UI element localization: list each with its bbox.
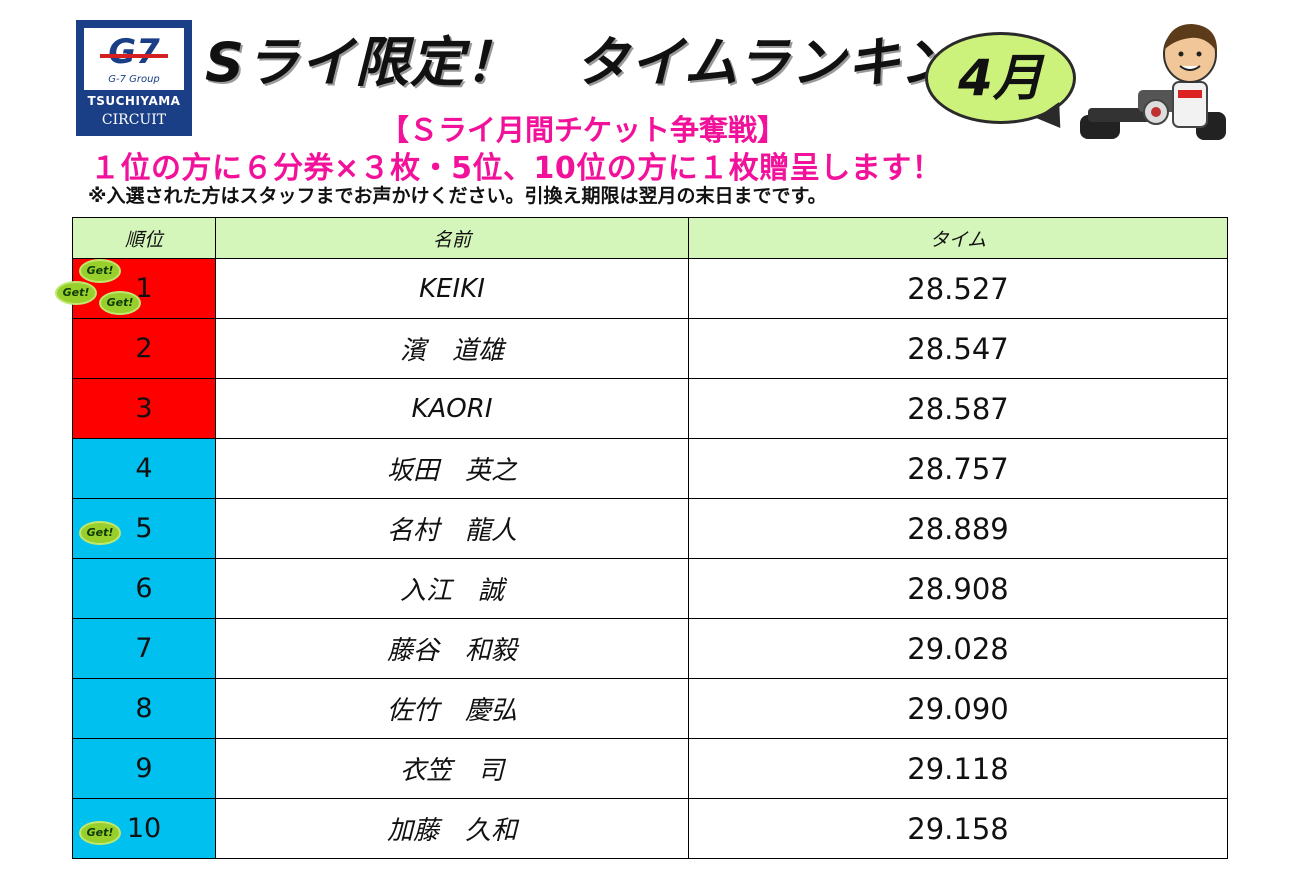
name-cell: KEIKI bbox=[215, 258, 689, 319]
rank-cell: 10 Get! bbox=[72, 798, 216, 859]
name-cell: 藤谷 和毅 bbox=[215, 618, 689, 679]
name-cell: 坂田 英之 bbox=[215, 438, 689, 499]
table-row: 6 入江 誠 28.908 bbox=[72, 558, 1228, 619]
rank-cell: 9 bbox=[72, 738, 216, 799]
table-header-row: 順位 名前 タイム bbox=[72, 217, 1228, 259]
rank-number: 10 bbox=[126, 813, 162, 844]
table-row: 3 KAORI 28.587 bbox=[72, 378, 1228, 439]
logo-group: G-7 Group bbox=[108, 74, 160, 85]
table-row: 4 坂田 英之 28.757 bbox=[72, 438, 1228, 499]
table-row: 2 濱 道雄 28.547 bbox=[72, 318, 1228, 379]
name-cell: 佐竹 慶弘 bbox=[215, 678, 689, 739]
circuit-logo: G7 G-7 Group TSUCHIYAMA CIRCUIT bbox=[76, 20, 192, 136]
name-cell: 入江 誠 bbox=[215, 558, 689, 619]
name-cell: KAORI bbox=[215, 378, 689, 439]
time-cell: 29.118 bbox=[688, 738, 1228, 799]
get-badge: Get! bbox=[57, 283, 95, 303]
name-cell: 濱 道雄 bbox=[215, 318, 689, 379]
get-badge: Get! bbox=[101, 293, 139, 313]
rank-number: 2 bbox=[135, 333, 153, 364]
get-badge: Get! bbox=[81, 261, 119, 281]
time-cell: 28.527 bbox=[688, 258, 1228, 319]
time-cell: 29.090 bbox=[688, 678, 1228, 739]
get-badge: Get! bbox=[81, 523, 119, 543]
rank-cell: 4 bbox=[72, 438, 216, 499]
name-cell: 名村 龍人 bbox=[215, 498, 689, 559]
time-cell: 28.757 bbox=[688, 438, 1228, 499]
time-cell: 29.028 bbox=[688, 618, 1228, 679]
page-title: Sライ限定！ タイムランキング bbox=[205, 31, 1010, 94]
logo-name: TSUCHIYAMA bbox=[87, 94, 181, 108]
rank-number: 4 bbox=[135, 453, 153, 484]
rank-cell: 5 Get! bbox=[72, 498, 216, 559]
note-text: ※入選された方はスタッフまでお声かけください。引換え期限は翌月の末日までです。 bbox=[88, 185, 827, 207]
time-cell: 29.158 bbox=[688, 798, 1228, 859]
subtitle: 【Ｓライ月間チケット争奪戦】 bbox=[380, 113, 787, 147]
rank-cell: 8 bbox=[72, 678, 216, 739]
month-bubble: 4月 bbox=[925, 32, 1076, 124]
table-row: 8 佐竹 慶弘 29.090 bbox=[72, 678, 1228, 739]
header-time: タイム bbox=[688, 217, 1228, 259]
table-row: 5 Get! 名村 龍人 28.889 bbox=[72, 498, 1228, 559]
logo-sub: CIRCUIT bbox=[101, 112, 167, 128]
name-cell: 衣笠 司 bbox=[215, 738, 689, 799]
ranking-table: 順位 名前 タイム 1 Get! Get! Get! KEIKI 28.527 2 濱 道雄 2… bbox=[57, 217, 1228, 859]
logo-stripe bbox=[100, 54, 168, 58]
rank-number: 3 bbox=[135, 393, 153, 424]
time-cell: 28.889 bbox=[688, 498, 1228, 559]
header-rank: 順位 bbox=[72, 217, 216, 259]
table-row: 7 藤谷 和毅 29.028 bbox=[72, 618, 1228, 679]
header-name: 名前 bbox=[215, 217, 689, 259]
rank-number: 1 bbox=[135, 273, 153, 304]
get-badge: Get! bbox=[81, 823, 119, 843]
rank-number: 5 bbox=[135, 513, 153, 544]
prize-text: １位の方に６分券×３枚・5位、10位の方に１枚贈呈します！ bbox=[90, 151, 943, 186]
ranking-rows: 1 Get! Get! Get! KEIKI 28.527 2 濱 道雄 28.547 3 KAOR… bbox=[57, 258, 1228, 859]
table-row: 1 Get! Get! Get! KEIKI 28.527 bbox=[57, 258, 1228, 319]
logo-emblem: G7 G-7 Group bbox=[84, 28, 184, 90]
logo-brand: G7 bbox=[108, 32, 160, 72]
rank-number: 9 bbox=[135, 753, 153, 784]
rank-cell: 3 bbox=[72, 378, 216, 439]
rank-number: 7 bbox=[135, 633, 153, 664]
rank-number: 8 bbox=[135, 693, 153, 724]
time-cell: 28.908 bbox=[688, 558, 1228, 619]
rank-cell: 7 bbox=[72, 618, 216, 679]
rank-cell: 1 Get! Get! Get! bbox=[57, 258, 216, 319]
name-cell: 加藤 久和 bbox=[215, 798, 689, 859]
rank-cell: 2 bbox=[72, 318, 216, 379]
table-row: 9 衣笠 司 29.118 bbox=[72, 738, 1228, 799]
time-cell: 28.547 bbox=[688, 318, 1228, 379]
time-cell: 28.587 bbox=[688, 378, 1228, 439]
rank-number: 6 bbox=[135, 573, 153, 604]
driver-mascot-icon bbox=[1080, 24, 1226, 140]
table-row: 10 Get! 加藤 久和 29.158 bbox=[72, 798, 1228, 859]
rank-cell: 6 bbox=[72, 558, 216, 619]
